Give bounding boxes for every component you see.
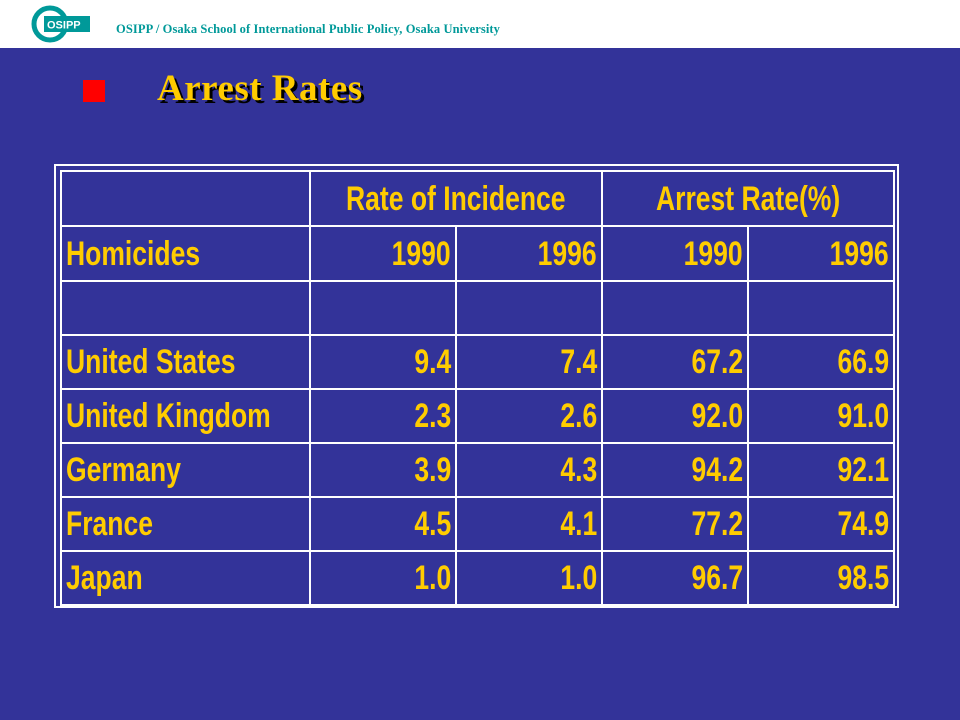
value-cell: 67.2 <box>601 334 750 390</box>
value-text: 92.1 <box>837 451 890 489</box>
country-name: Japan <box>66 559 143 597</box>
value-text: 67.2 <box>691 343 744 381</box>
value-text: 7.4 <box>560 343 598 381</box>
value-text: 1.0 <box>414 559 451 597</box>
value-text: 96.7 <box>691 559 744 597</box>
value-cell: 4.5 <box>309 496 457 552</box>
country-cell: Germany <box>60 442 311 498</box>
value-text: 9.4 <box>414 343 451 381</box>
value-text: 74.9 <box>837 505 890 543</box>
value-cell: 7.4 <box>454 334 604 390</box>
value-cell: 91.0 <box>747 388 896 444</box>
logo-text: OSIPP <box>47 20 81 32</box>
value-cell: 1.0 <box>454 550 604 606</box>
table-row: United States 9.4 7.4 67.2 66.9 <box>60 334 896 390</box>
table-row: United Kingdom 2.3 2.6 92.0 91.0 <box>60 388 896 444</box>
value-text: 66.9 <box>837 343 890 381</box>
value-text: 92.0 <box>691 397 744 435</box>
value-cell: 74.9 <box>747 496 896 552</box>
arrest-rates-table: Rate of Incidence Arrest Rate(%) Homicid… <box>60 170 896 606</box>
country-name: United States <box>66 343 236 381</box>
value-text: 77.2 <box>691 505 744 543</box>
country-cell: Japan <box>60 550 311 606</box>
value-cell: 96.7 <box>601 550 750 606</box>
header-bar: OSIPP OSIPP / Osaka School of Internatio… <box>0 0 960 48</box>
table-row-years: Homicides 1990 1996 1990 1996 <box>60 225 896 282</box>
value-text: 2.3 <box>414 397 451 435</box>
value-text: 98.5 <box>837 559 890 597</box>
table-row: Japan 1.0 1.0 96.7 98.5 <box>60 550 896 606</box>
value-cell: 2.6 <box>454 388 604 444</box>
country-name: France <box>66 505 153 543</box>
group-header-rate-of-incidence: Rate of Incidence <box>308 170 604 227</box>
year-text: 1996 <box>538 234 598 273</box>
year-header: 1990 <box>309 225 457 282</box>
group-header-arrest-rate: Arrest Rate(%) <box>601 170 896 227</box>
empty-cell <box>601 280 750 336</box>
value-cell: 2.3 <box>309 388 457 444</box>
group-header-text: Rate of Incidence <box>346 179 566 218</box>
value-text: 4.3 <box>560 451 598 489</box>
row-label-header-text: Homicides <box>66 234 201 273</box>
empty-cell <box>747 280 896 336</box>
value-text: 4.5 <box>414 505 451 543</box>
year-text: 1996 <box>830 234 890 273</box>
empty-cell <box>454 280 604 336</box>
osipp-logo: OSIPP <box>31 5 90 43</box>
value-cell: 3.9 <box>309 442 457 498</box>
value-text: 4.1 <box>560 505 598 543</box>
value-text: 3.9 <box>414 451 451 489</box>
value-cell: 92.1 <box>747 442 896 498</box>
value-cell: 94.2 <box>601 442 750 498</box>
country-name: United Kingdom <box>66 397 271 435</box>
header-title: OSIPP / Osaka School of International Pu… <box>116 22 501 36</box>
value-cell: 4.1 <box>454 496 604 552</box>
value-text: 2.6 <box>560 397 598 435</box>
empty-cell <box>60 170 311 227</box>
value-cell: 4.3 <box>454 442 604 498</box>
table-frame: Rate of Incidence Arrest Rate(%) Homicid… <box>54 164 899 608</box>
empty-cell <box>309 280 457 336</box>
year-header: 1996 <box>747 225 896 282</box>
group-header-text: Arrest Rate(%) <box>655 179 841 218</box>
value-text: 91.0 <box>837 397 890 435</box>
country-cell: United Kingdom <box>60 388 311 444</box>
year-header: 1990 <box>601 225 750 282</box>
table-row-spacer <box>60 280 896 336</box>
table-row-group-headers: Rate of Incidence Arrest Rate(%) <box>60 170 896 227</box>
value-text: 1.0 <box>560 559 598 597</box>
value-cell: 66.9 <box>747 334 896 390</box>
row-label-header: Homicides <box>60 225 311 282</box>
table-row: France 4.5 4.1 77.2 74.9 <box>60 496 896 552</box>
empty-cell <box>60 280 311 336</box>
year-text: 1990 <box>392 234 451 273</box>
table-row: Germany 3.9 4.3 94.2 92.1 <box>60 442 896 498</box>
country-name: Germany <box>66 451 181 489</box>
slide-title: Arrest Rates <box>157 68 363 109</box>
value-cell: 9.4 <box>309 334 457 390</box>
country-cell: France <box>60 496 311 552</box>
value-cell: 92.0 <box>601 388 750 444</box>
value-text: 94.2 <box>691 451 744 489</box>
year-header: 1996 <box>454 225 604 282</box>
value-cell: 98.5 <box>747 550 896 606</box>
country-cell: United States <box>60 334 311 390</box>
bullet-square <box>83 80 105 102</box>
year-text: 1990 <box>684 234 744 273</box>
value-cell: 77.2 <box>601 496 750 552</box>
value-cell: 1.0 <box>309 550 457 606</box>
